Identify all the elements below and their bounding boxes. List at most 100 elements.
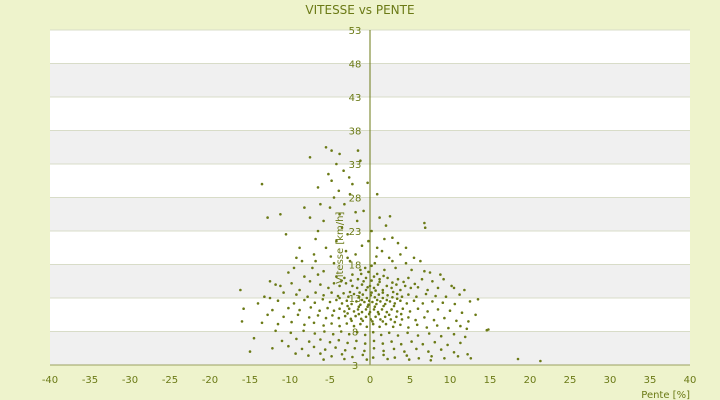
data-point: [391, 259, 394, 263]
data-point: [391, 236, 394, 239]
data-point: [308, 156, 312, 159]
data-point: [263, 295, 266, 299]
data-point: [339, 330, 343, 333]
data-point: [331, 332, 335, 336]
data-point: [374, 315, 377, 319]
data-point: [421, 302, 425, 305]
data-point: [354, 314, 357, 318]
data-point: [407, 326, 410, 329]
data-point: [268, 280, 272, 283]
data-point: [366, 305, 369, 309]
data-point: [346, 312, 349, 315]
data-point: [292, 302, 296, 305]
data-point: [347, 332, 351, 336]
data-point: [405, 354, 409, 357]
data-point: [356, 308, 360, 311]
data-point: [356, 277, 360, 281]
data-point: [355, 330, 359, 334]
data-point: [331, 314, 334, 317]
data-point: [390, 308, 393, 311]
data-point: [303, 298, 306, 302]
data-point: [316, 186, 320, 189]
y-tick-label: 33: [349, 160, 362, 171]
data-point: [347, 307, 351, 311]
data-point: [365, 296, 369, 300]
data-point: [379, 333, 383, 337]
data-point: [322, 324, 325, 327]
data-point: [393, 302, 397, 305]
data-point: [359, 272, 363, 276]
data-point: [370, 264, 373, 268]
data-point: [455, 319, 458, 323]
data-point: [340, 353, 344, 356]
data-point: [354, 253, 357, 256]
data-point: [435, 324, 439, 327]
data-point: [386, 357, 389, 361]
data-point: [381, 342, 385, 345]
data-point: [468, 300, 472, 303]
data-point: [357, 296, 361, 299]
data-point: [382, 349, 385, 353]
data-point: [450, 284, 453, 288]
data-point: [313, 332, 317, 335]
data-point: [439, 334, 443, 338]
data-point: [400, 318, 404, 321]
data-point: [336, 294, 340, 298]
data-point: [279, 213, 282, 216]
data-point: [448, 309, 452, 313]
data-point: [276, 322, 280, 326]
data-point: [330, 355, 333, 358]
data-point: [431, 300, 434, 303]
data-point: [381, 296, 385, 300]
data-point: [387, 331, 391, 335]
data-point: [354, 210, 357, 214]
data-point: [338, 152, 341, 156]
data-point: [423, 226, 427, 229]
data-point: [384, 224, 388, 227]
data-point: [401, 307, 405, 311]
data-point: [407, 293, 410, 296]
data-point: [446, 343, 449, 347]
data-point: [322, 269, 325, 273]
data-point: [361, 353, 365, 357]
data-point: [391, 281, 394, 284]
data-point: [400, 295, 404, 299]
data-point: [407, 316, 410, 319]
data-point: [378, 325, 381, 329]
data-point: [300, 259, 304, 263]
data-point: [453, 302, 457, 306]
data-point: [373, 305, 377, 309]
data-point: [393, 320, 397, 324]
data-point: [407, 276, 410, 280]
data-point: [426, 288, 429, 292]
data-point: [378, 280, 381, 284]
data-point: [406, 331, 409, 335]
data-point: [439, 273, 442, 276]
x-tick-label: 5: [407, 375, 413, 386]
data-point: [375, 192, 379, 196]
data-point: [396, 241, 400, 245]
data-point: [396, 277, 400, 281]
data-point: [379, 300, 382, 303]
data-point: [363, 349, 366, 353]
data-point: [350, 302, 353, 306]
data-point: [516, 357, 520, 361]
data-point: [456, 355, 460, 358]
y-tick-label: 38: [349, 127, 362, 138]
data-point: [363, 300, 366, 304]
data-point: [289, 331, 293, 335]
data-point: [335, 275, 338, 278]
data-point: [294, 352, 297, 355]
data-point: [352, 310, 356, 313]
y-tick-label: 48: [349, 60, 362, 71]
data-point: [360, 310, 364, 314]
data-point: [364, 308, 368, 311]
data-point: [290, 320, 293, 324]
data-point: [423, 269, 426, 273]
data-point: [287, 271, 290, 274]
y-tick-label: 23: [349, 227, 362, 238]
data-point: [404, 246, 408, 250]
data-point: [371, 300, 374, 304]
data-point: [319, 352, 322, 355]
data-point: [343, 202, 346, 206]
